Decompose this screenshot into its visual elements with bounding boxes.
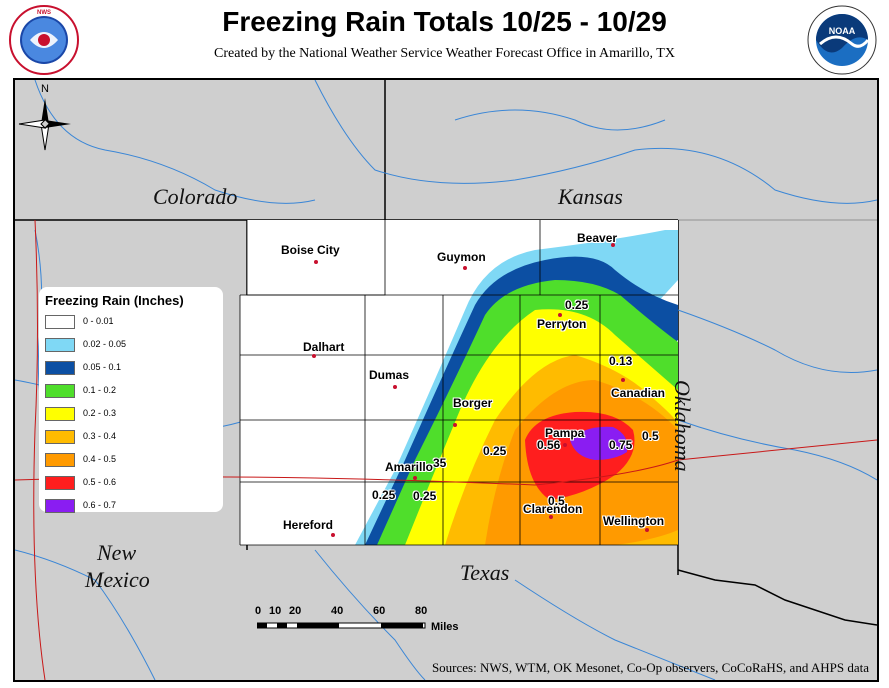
city-canadian: Canadian [611,386,666,400]
city-amarillo: Amarillo [385,460,434,474]
legend-swatch [45,499,75,513]
city-hereford: Hereford [283,518,334,532]
map-frame: Colorado Kansas Oklahoma New Mexico Texa… [13,78,879,682]
observation-value: 0.56 [537,438,561,452]
nws-logo-icon: NWS [9,5,79,75]
observation-value: 0.75 [609,438,633,452]
legend-label: 0 - 0.01 [83,316,114,326]
observation-value: 0.5 [548,494,565,508]
city-pampa: Pampa [545,426,585,440]
north-label: N [41,83,49,95]
state-label-new-mexico-2: Mexico [85,567,150,592]
legend-label: 0.02 - 0.05 [83,339,127,349]
noaa-logo-icon: NOAA [807,5,877,75]
scale-tick: 40 [331,605,344,617]
legend-swatch [45,430,75,444]
scale-tick: 20 [289,605,302,617]
noaa-logo-text: NOAA [829,26,856,36]
legend-label: 0.5 - 0.6 [83,477,117,487]
legend-label: 0.4 - 0.5 [83,454,117,464]
city-clarendon: Clarendon [523,502,583,516]
scale-tick: 80 [415,605,428,617]
observation-value: 0.13 [609,354,633,368]
city-guymon: Guymon [437,250,486,264]
scale-bar: 0 10 20 40 60 80 Miles [255,605,475,645]
state-label-kansas: Kansas [558,184,623,209]
observation-value: 0.25 [372,488,396,502]
sources-text: Sources: NWS, WTM, OK Mesonet, Co-Op obs… [431,660,869,675]
map-canvas [15,80,877,680]
observation-value: 0.25 [413,489,437,503]
city-dalhart: Dalhart [303,340,345,354]
legend-label: 0.6 - 0.7 [83,500,117,510]
svg-text:NWS: NWS [37,10,51,16]
city-beaver: Beaver [577,231,618,245]
observation-value: 0.25 [565,298,589,312]
legend-swatch [45,361,75,375]
observation-value: 0.5 [642,429,659,443]
legend-swatch [45,384,75,398]
city-wellington: Wellington [603,514,665,528]
legend-swatch [45,476,75,490]
state-label-texas: Texas [460,560,510,585]
observation-value: 35 [433,456,447,470]
legend-swatch [45,453,75,467]
legend-label: 0.3 - 0.4 [83,431,117,441]
north-arrow-icon: N [18,83,71,151]
state-label-new-mexico-1: New [97,540,137,565]
state-label-oklahoma: Oklahoma [670,380,695,472]
city-borger: Borger [453,396,493,410]
legend-title: Freezing Rain (Inches) [45,293,184,308]
legend-label: 0.2 - 0.3 [83,408,117,418]
scale-bar-graphic [257,622,426,629]
state-label-colorado: Colorado [153,184,238,209]
legend-swatch [45,407,75,421]
scale-tick: 60 [373,605,386,617]
map-subtitle: Created by the National Weather Service … [214,46,675,61]
legend-swatch [45,315,75,329]
observation-value: 0.25 [483,444,507,458]
legend-label: 0.05 - 0.1 [83,362,122,372]
city-boise-city: Boise City [281,243,340,257]
city-dumas: Dumas [369,368,410,382]
legend-swatch [45,338,75,352]
legend-label: 0.1 - 0.2 [83,385,117,395]
scale-unit: Miles [431,621,459,633]
city-perryton: Perryton [537,317,587,331]
scale-tick: 0 [255,605,262,617]
map-title: Freezing Rain Totals 10/25 - 10/29 [222,6,667,37]
legend: Freezing Rain (Inches) 0 - 0.01 0.02 - 0… [39,287,223,513]
scale-tick: 10 [269,605,282,617]
